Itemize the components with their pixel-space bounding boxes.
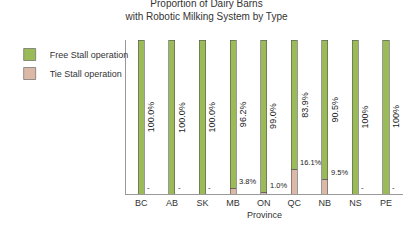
svg-text:PE: PE	[380, 198, 392, 208]
svg-text:83.9%: 83.9%	[300, 92, 310, 118]
svg-text:ON: ON	[257, 198, 271, 208]
svg-text:100.0%: 100.0%	[177, 102, 187, 133]
svg-text:MB: MB	[226, 198, 240, 208]
svg-text:AB: AB	[166, 198, 178, 208]
svg-text:Province: Province	[247, 210, 282, 220]
svg-text:-: -	[208, 183, 211, 192]
svg-text:100.0%: 100.0%	[207, 102, 217, 133]
svg-text:-: -	[178, 183, 181, 192]
svg-text:SK: SK	[196, 198, 208, 208]
svg-text:100%: 100%	[391, 105, 401, 128]
svg-text:99.0%: 99.0%	[268, 103, 278, 129]
svg-text:1.0%: 1.0%	[270, 181, 287, 190]
svg-text:100.0%: 100.0%	[146, 102, 156, 133]
svg-text:3.8%: 3.8%	[239, 177, 256, 186]
svg-text:BC: BC	[135, 198, 148, 208]
svg-text:96.2%: 96.2%	[238, 102, 248, 128]
svg-text:-: -	[361, 183, 364, 192]
svg-text:Free Stall operation: Free Stall operation	[50, 50, 129, 60]
svg-text:Proportion of Dairy Barnswith: Proportion of Dairy Barnswith Robotic Mi…	[124, 0, 288, 22]
svg-text:QC: QC	[287, 198, 301, 208]
svg-text:NB: NB	[319, 198, 332, 208]
svg-text:Tie Stall operation: Tie Stall operation	[50, 69, 122, 79]
svg-text:16.1%: 16.1%	[300, 158, 322, 167]
svg-text:NS: NS	[349, 198, 362, 208]
svg-text:-: -	[392, 183, 395, 192]
svg-text:100%: 100%	[360, 105, 370, 128]
svg-text:90.5%: 90.5%	[330, 97, 340, 123]
svg-text:-: -	[147, 183, 150, 192]
svg-text:9.5%: 9.5%	[331, 168, 348, 177]
